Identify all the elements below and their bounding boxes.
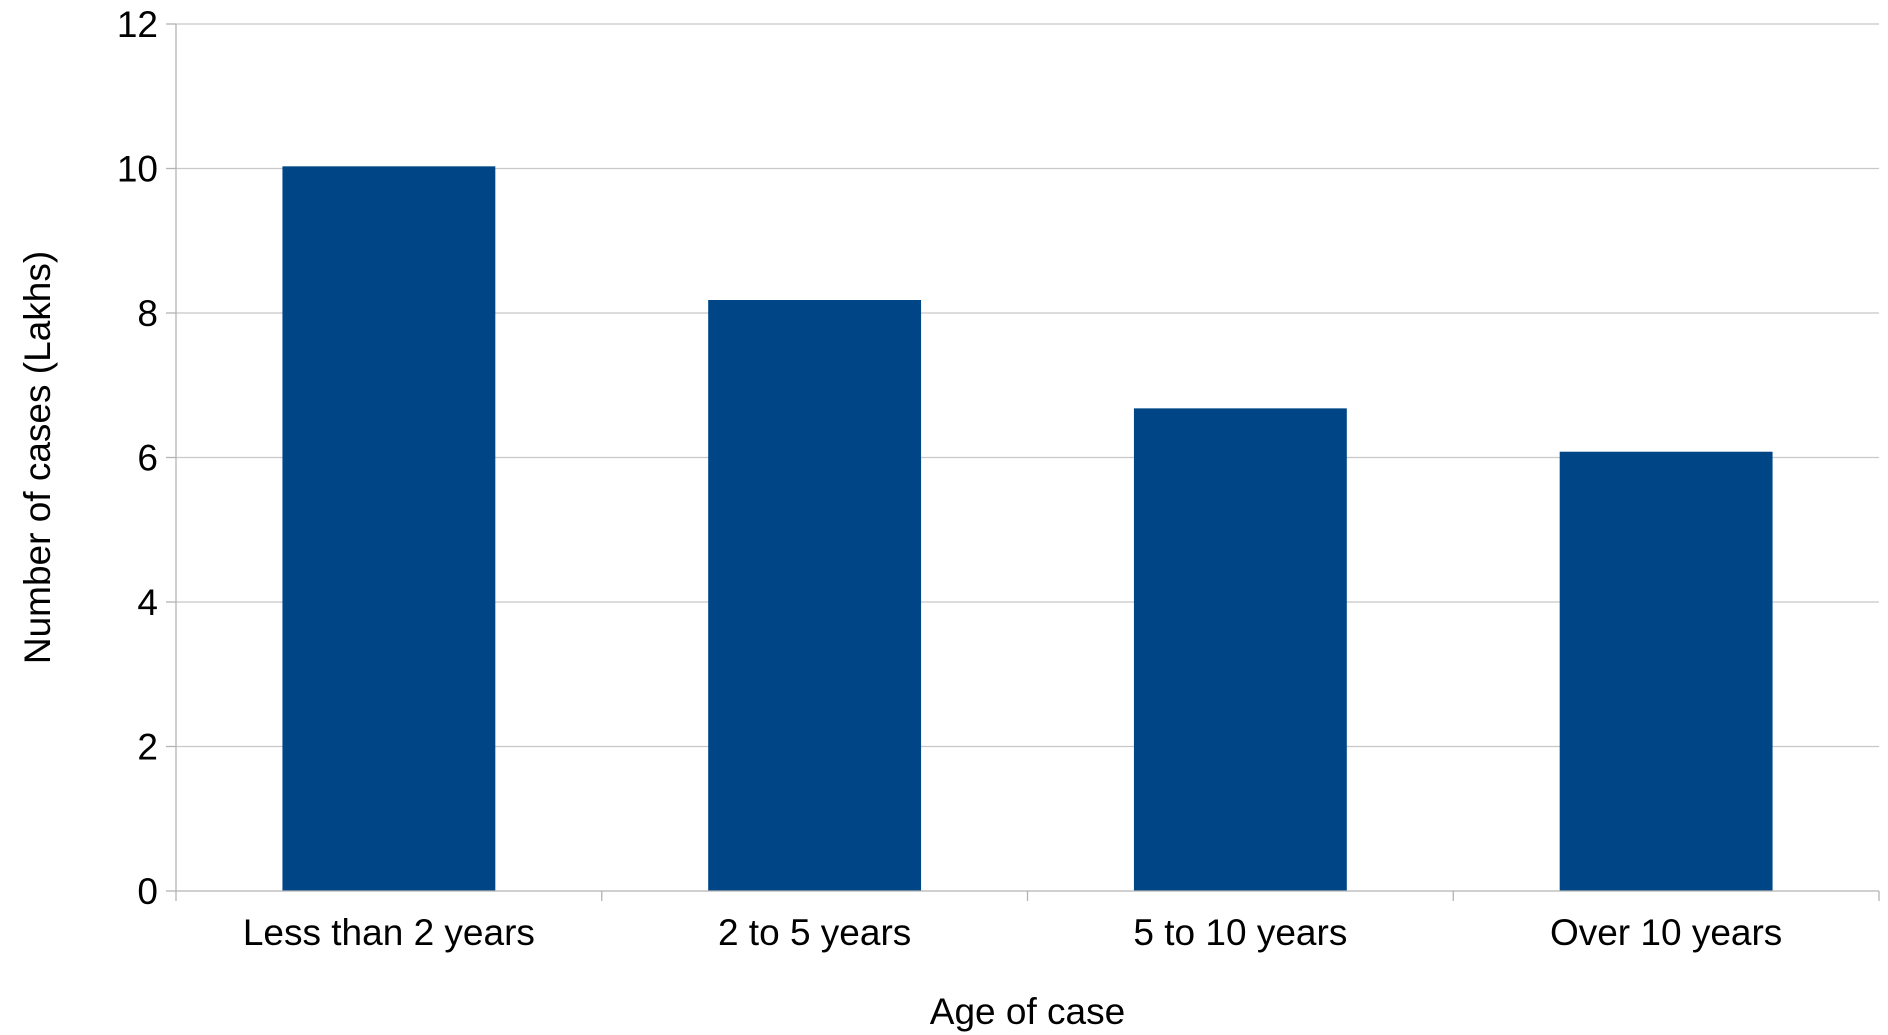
y-tick-label: 2 (137, 727, 158, 768)
bar (1133, 408, 1347, 891)
bar (1559, 451, 1773, 891)
y-tick-label: 10 (117, 149, 158, 190)
bar (708, 299, 922, 891)
bar (282, 166, 496, 891)
x-tick-label: Less than 2 years (243, 912, 535, 953)
x-tick-label: Over 10 years (1550, 912, 1782, 953)
y-tick-label: 0 (137, 871, 158, 912)
x-axis-title: Age of case (930, 991, 1125, 1032)
y-tick-label: 4 (137, 582, 158, 623)
y-tick-label: 12 (117, 4, 158, 45)
x-tick-label: 2 to 5 years (718, 912, 911, 953)
x-tick-labels: Less than 2 years 2 to 5 years 5 to 10 yea… (243, 912, 1782, 953)
bars (282, 166, 1773, 891)
y-axis-title: Number of cases (Lakhs) (17, 251, 58, 664)
axes (166, 23, 1880, 901)
y-tick-label: 6 (137, 438, 158, 479)
x-tick-label: 5 to 10 years (1133, 912, 1347, 953)
y-tick-label: 8 (137, 293, 158, 334)
y-tick-labels: 0 2 4 6 8 10 12 (117, 4, 158, 912)
